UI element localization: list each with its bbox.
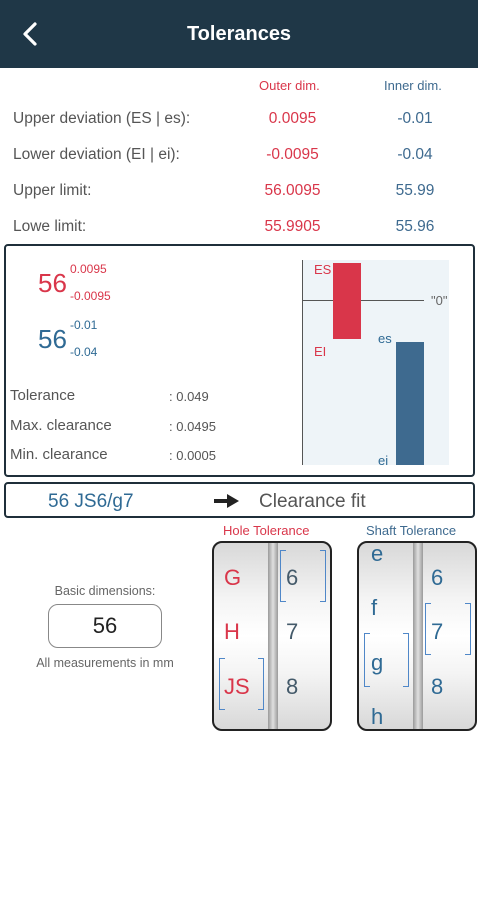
inner-value: -0.01 (397, 110, 433, 127)
inner-value: 55.99 (395, 182, 435, 199)
max-clearance-value: : 0.0495 (169, 419, 216, 434)
hole-upper-deviation: 0.0095 (70, 262, 107, 276)
shaft-tolerance-picker[interactable]: e f g h 6 7 8 (357, 541, 477, 731)
shaft-letter-wheel[interactable]: e f g h (359, 543, 413, 729)
hole-letter-selection-bracket (219, 658, 225, 710)
hole-letter-wheel[interactable]: G H JS (214, 543, 268, 729)
row-label: Lower deviation (EI | ei): (13, 146, 180, 163)
outer-value: -0.0095 (266, 146, 319, 163)
hole-number-wheel[interactable]: 6 7 8 (278, 543, 330, 729)
tolerance-label: Tolerance (10, 387, 76, 404)
inner-dim-header: Inner dim. (384, 78, 442, 93)
inner-value: -0.04 (397, 146, 433, 163)
label-zero: "0" (431, 293, 448, 308)
label-es: es (378, 331, 392, 346)
hole-letter-selection-bracket (258, 658, 264, 710)
hole-tolerance-picker[interactable]: G H JS 6 7 8 (212, 541, 332, 731)
fit-type: Clearance fit (259, 491, 366, 512)
max-clearance-label: Max. clearance (10, 417, 112, 434)
shaft-number-wheel[interactable]: 6 7 8 (423, 543, 475, 729)
row-label: Upper deviation (ES | es): (13, 110, 191, 127)
shaft-letter-selection-bracket (403, 633, 409, 687)
shaft-number-selection-bracket (425, 603, 431, 655)
basic-dimension-input[interactable]: 56 (48, 604, 162, 648)
shaft-letter-option[interactable]: e (371, 541, 384, 566)
hole-number-selection-bracket (280, 550, 286, 602)
hole-letter-option[interactable]: H (224, 619, 240, 644)
row-label: Lowe limit: (13, 218, 87, 235)
shaft-upper-deviation: -0.01 (70, 318, 98, 332)
outer-value: 0.0095 (268, 110, 317, 127)
shaft-number-selection-bracket (465, 603, 471, 655)
table-row: Upper deviation (ES | es): 0.0095 -0.01 (0, 107, 478, 133)
tolerance-value: : 0.049 (169, 389, 209, 404)
shaft-number-option-selected[interactable]: 7 (431, 619, 444, 644)
table-row: Lowe limit: 55.9905 55.96 (0, 215, 478, 241)
shaft-tolerance-title: Shaft Tolerance (366, 523, 457, 538)
hole-number-selection-bracket (320, 550, 326, 602)
hole-tolerance-bar (333, 263, 361, 339)
fit-code: 56 JS6/g7 (48, 491, 134, 512)
hole-tolerance-title: Hole Tolerance (223, 523, 310, 538)
app-bar: Tolerances (0, 0, 478, 68)
diagram-background (303, 260, 449, 465)
shaft-number-option[interactable]: 8 (431, 674, 444, 699)
zero-line (302, 300, 424, 301)
shaft-letter-selection-bracket (364, 633, 370, 687)
tolerance-summary-panel: 56 0.0095 -0.0095 56 -0.01 -0.04 Toleran… (4, 244, 475, 477)
label-ei: ei (378, 453, 389, 468)
min-clearance-label: Min. clearance (10, 446, 108, 463)
tolerance-zone-diagram: ES EI es ei "0" (291, 260, 451, 468)
shaft-number-option[interactable]: 6 (431, 565, 444, 590)
picker-divider (413, 543, 423, 729)
picker-divider (268, 543, 278, 729)
page-title: Tolerances (186, 23, 292, 45)
hole-number-option-selected[interactable]: 6 (286, 565, 299, 590)
hole-nominal: 56 (38, 268, 67, 298)
min-clearance-value: : 0.0005 (169, 448, 216, 463)
hole-number-option[interactable]: 8 (286, 674, 299, 699)
arrow-right-icon (214, 493, 240, 509)
hole-letter-option[interactable]: G (224, 565, 242, 590)
outer-value: 56.0095 (264, 182, 321, 199)
fit-result-bar: 56 JS6/g7 Clearance fit (4, 482, 475, 518)
back-chevron-icon[interactable] (18, 20, 44, 48)
shaft-lower-deviation: -0.04 (70, 345, 98, 359)
label-ES: ES (314, 262, 332, 277)
shaft-nominal: 56 (38, 324, 67, 354)
diagram-vertical-axis (302, 260, 303, 465)
inner-value: 55.96 (395, 218, 435, 235)
shaft-tolerance-bar (396, 342, 424, 465)
hole-lower-deviation: -0.0095 (70, 289, 111, 303)
shaft-letter-option[interactable]: h (371, 704, 384, 729)
outer-value: 55.9905 (264, 218, 321, 235)
table-row: Upper limit: 56.0095 55.99 (0, 179, 478, 205)
hole-letter-option-selected[interactable]: JS (224, 674, 250, 699)
shaft-letter-option-selected[interactable]: g (371, 650, 384, 675)
shaft-letter-option[interactable]: f (371, 595, 378, 620)
hole-number-option[interactable]: 7 (286, 619, 299, 644)
outer-dim-header: Outer dim. (259, 78, 320, 93)
label-EI: EI (314, 344, 327, 359)
units-note: All measurements in mm (36, 656, 174, 670)
table-row: Lower deviation (EI | ei): -0.0095 -0.04 (0, 143, 478, 169)
basic-dimensions-label: Basic dimensions: (54, 584, 156, 598)
row-label: Upper limit: (13, 182, 92, 199)
